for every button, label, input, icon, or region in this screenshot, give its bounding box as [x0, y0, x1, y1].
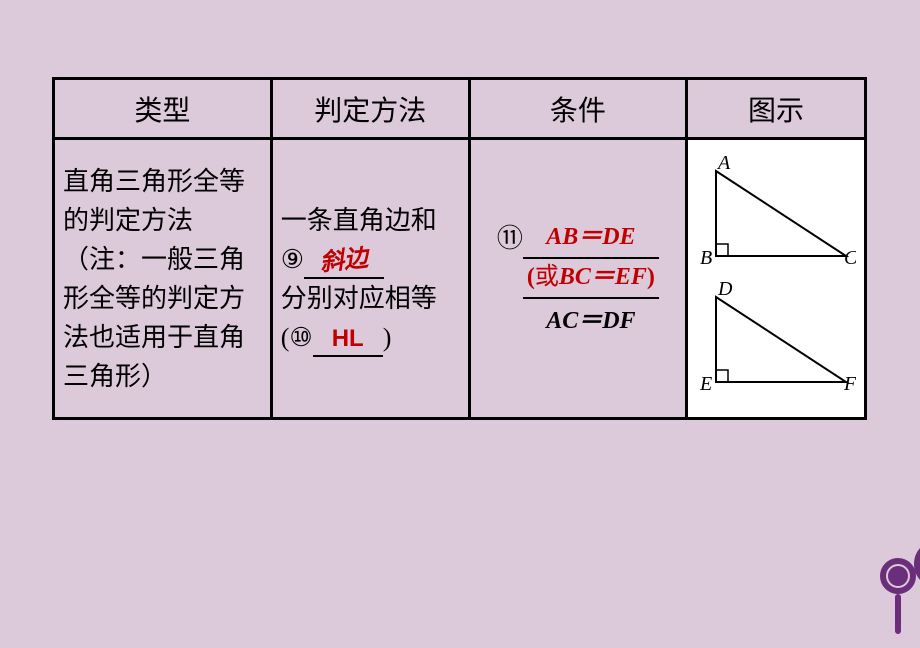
content-row: 直角三角形全等的判定方法（注：一般三角形全等的判定方法也适用于直角三角形） 一条… — [54, 139, 866, 419]
blank-9: 斜边 — [304, 277, 384, 279]
cond-top-line2: (或BC＝EF) — [523, 259, 659, 299]
method-cell: 一条直角边和 ⑨ 斜边 分别对应相等 (⑩ HL ) — [271, 139, 469, 419]
label-A: A — [716, 156, 731, 174]
cond-bottom: AC＝DF — [523, 301, 659, 339]
header-method: 判定方法 — [271, 79, 469, 139]
decor-stem — [895, 594, 901, 634]
label-F: F — [843, 373, 856, 395]
cond-paren-close: ) — [647, 264, 655, 290]
method-mid: 分别对应相等 — [281, 284, 437, 313]
paren-close: ) — [383, 323, 392, 352]
fill-9: 斜边 — [318, 240, 370, 281]
label-B: B — [700, 247, 712, 269]
header-row: 类型 判定方法 条件 图示 — [54, 79, 866, 139]
cond-top-line1: AB＝DE — [523, 219, 659, 259]
cond-bc-ef: BC＝EF — [559, 264, 647, 290]
condition-fraction: AB＝DE (或BC＝EF) AC＝DF — [523, 219, 659, 339]
blank-10: HL — [313, 355, 383, 357]
blank-number-10: ⑩ — [289, 318, 312, 357]
header-type: 类型 — [54, 79, 272, 139]
triangle-def: D E F — [696, 282, 856, 402]
blank-number-11: ⑪ — [497, 224, 523, 253]
header-condition: 条件 — [469, 79, 686, 139]
fill-10: HL — [332, 321, 364, 357]
label-E: E — [699, 373, 712, 395]
condition-cell: ⑪ AB＝DE (或BC＝EF) AC＝DF — [469, 139, 686, 419]
cond-paren-open: ( — [527, 264, 535, 290]
header-diagram: 图示 — [686, 79, 865, 139]
diagram-cell: A B C D E F — [686, 139, 865, 419]
blank-number-9: ⑨ — [281, 240, 304, 279]
cond-or: 或 — [535, 264, 559, 290]
method-prefix: 一条直角边和 — [281, 206, 437, 235]
decor-bubble-dot — [888, 566, 908, 586]
diagram-wrap: A B C D E F — [696, 156, 856, 402]
label-D: D — [717, 282, 733, 300]
label-C: C — [844, 247, 856, 269]
triangle-abc: A B C — [696, 156, 856, 276]
type-text: 直角三角形全等的判定方法（注：一般三角形全等的判定方法也适用于直角三角形） — [63, 167, 245, 391]
congruence-table: 类型 判定方法 条件 图示 直角三角形全等的判定方法（注：一般三角形全等的判定方… — [52, 77, 867, 420]
paren-open: ( — [281, 323, 290, 352]
cond-ab-de: AB＝DE — [546, 224, 635, 250]
type-cell: 直角三角形全等的判定方法（注：一般三角形全等的判定方法也适用于直角三角形） — [54, 139, 272, 419]
